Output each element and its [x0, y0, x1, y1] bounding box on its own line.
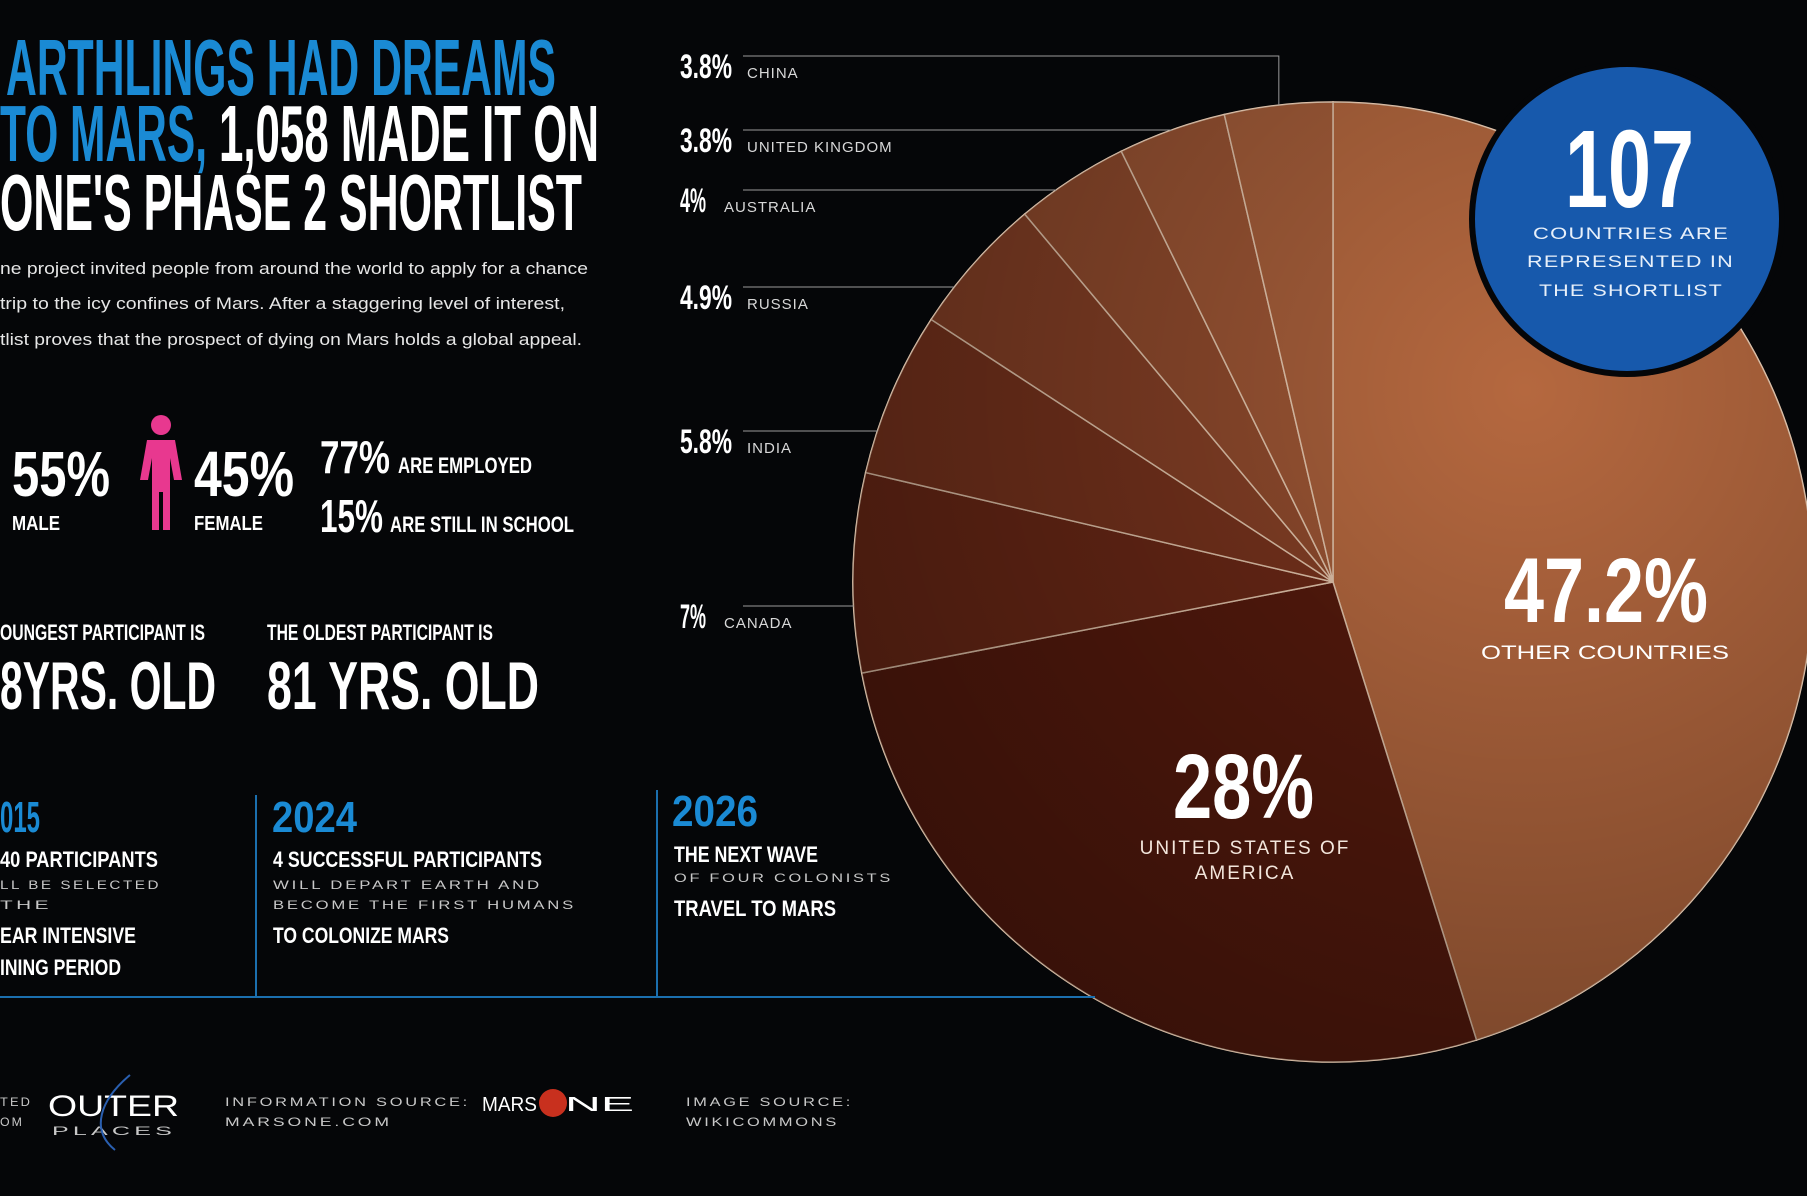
pie-category-label: CHINA — [747, 65, 799, 82]
stat-label: MALE — [12, 513, 60, 535]
title: ARTHLINGS HAD DREAMS — [6, 23, 556, 112]
pie-category-label: AUSTRALIA — [724, 199, 816, 216]
footer-text: WIKICOMMONS — [686, 1115, 839, 1129]
pie-category-label: INDIA — [747, 440, 792, 457]
age-value: 81 YRS. OLD — [267, 648, 539, 724]
footer-text: OM — [0, 1115, 24, 1129]
pie-value-label: 7% — [680, 598, 706, 636]
intro-text: tlist proves that the prospect of dying … — [0, 330, 582, 349]
brand-logo: PLACES — [52, 1124, 176, 1138]
badge-count: 107 — [1565, 108, 1694, 231]
timeline-text: BECOME THE FIRST HUMANS — [273, 898, 576, 912]
countries-badge: 107 COUNTRIES ARE REPRESENTED IN THE SHO… — [1469, 61, 1785, 377]
pie-category-label: RUSSIA — [747, 296, 809, 313]
timeline-text: 4 SUCCESSFUL PARTICIPANTS — [273, 847, 542, 872]
age-label: OUNGEST PARTICIPANT IS — [0, 620, 205, 645]
timeline-text: EAR INTENSIVE — [0, 923, 136, 948]
pie-category-label: UNITED KINGDOM — [747, 139, 893, 156]
title: TO MARS, — [0, 89, 207, 178]
leader-line — [743, 55, 1280, 106]
pie-value-label: 3.8% — [680, 48, 732, 86]
pie-value-label: 3.8% — [680, 122, 732, 160]
age-value: 8YRS. OLD — [0, 648, 216, 724]
timeline-text: THE NEXT WAVE — [674, 842, 818, 867]
stat-label: ARE STILL IN SCHOOL — [390, 512, 574, 537]
pie-value-label: 28% — [1173, 736, 1314, 838]
pie-value-label: 47.2% — [1504, 540, 1708, 642]
pie-category-label: OTHER COUNTRIES — [1481, 643, 1729, 664]
pie-category-label: CANADA — [724, 615, 793, 632]
stat-label: FEMALE — [194, 513, 263, 535]
timeline-text: 40 PARTICIPANTS — [0, 847, 158, 872]
pie-value-label: 5.8% — [680, 423, 732, 461]
pie-value-label: 4.9% — [680, 279, 732, 317]
footer-text: INFORMATION SOURCE: — [225, 1095, 470, 1109]
female-icon — [140, 415, 182, 530]
brand-swoosh — [99, 1074, 131, 1151]
marsone-logo: NE — [565, 1094, 634, 1116]
footer-text: MARSONE.COM — [225, 1115, 392, 1129]
stat-value: 77% — [320, 431, 390, 483]
timeline-text: OF FOUR COLONISTS — [674, 871, 893, 885]
timeline-year: 2026 — [672, 787, 758, 836]
timeline-frame — [0, 790, 1095, 998]
badge-text: COUNTRIES ARE — [1533, 224, 1729, 243]
marsone-orb — [539, 1089, 567, 1117]
brand-logo: OUTER — [48, 1090, 179, 1123]
intro-text: trip to the icy confines of Mars. After … — [0, 294, 565, 313]
footer-text: TED — [0, 1095, 32, 1109]
pie-category-label: UNITED STATES OF AMERICA — [1139, 838, 1351, 884]
stat-label: ARE EMPLOYED — [398, 453, 532, 478]
badge-text: REPRESENTED IN — [1527, 252, 1734, 271]
intro-text: ne project invited people from around th… — [0, 259, 588, 278]
title: 1,058 MADE IT ON — [219, 89, 599, 178]
stat-value: 15% — [320, 490, 383, 542]
footer-text: IMAGE SOURCE: — [686, 1095, 853, 1109]
stat-value: 55% — [12, 438, 110, 510]
pie-value-label: 4% — [680, 182, 706, 220]
age-label: THE OLDEST PARTICIPANT IS — [267, 620, 493, 645]
stat-value: 45% — [194, 438, 294, 510]
pie-category-label: UNITED STATES OF AMERICA — [1139, 838, 1351, 884]
timeline-text: TO COLONIZE MARS — [273, 923, 449, 948]
timeline-year: 2024 — [272, 793, 357, 842]
title: ONE'S PHASE 2 SHORTLIST — [0, 158, 582, 247]
badge-text: THE SHORTLIST — [1539, 281, 1723, 300]
marsone-logo: MARS — [482, 1094, 537, 1116]
timeline-year: 015 — [0, 793, 40, 842]
timeline-text: LL BE SELECTED — [0, 878, 161, 892]
timeline-text: TRAVEL TO MARS — [674, 896, 836, 921]
timeline-text: THE — [0, 898, 52, 912]
timeline-text: WILL DEPART EARTH AND — [273, 878, 542, 892]
timeline-text: INING PERIOD — [0, 955, 121, 980]
